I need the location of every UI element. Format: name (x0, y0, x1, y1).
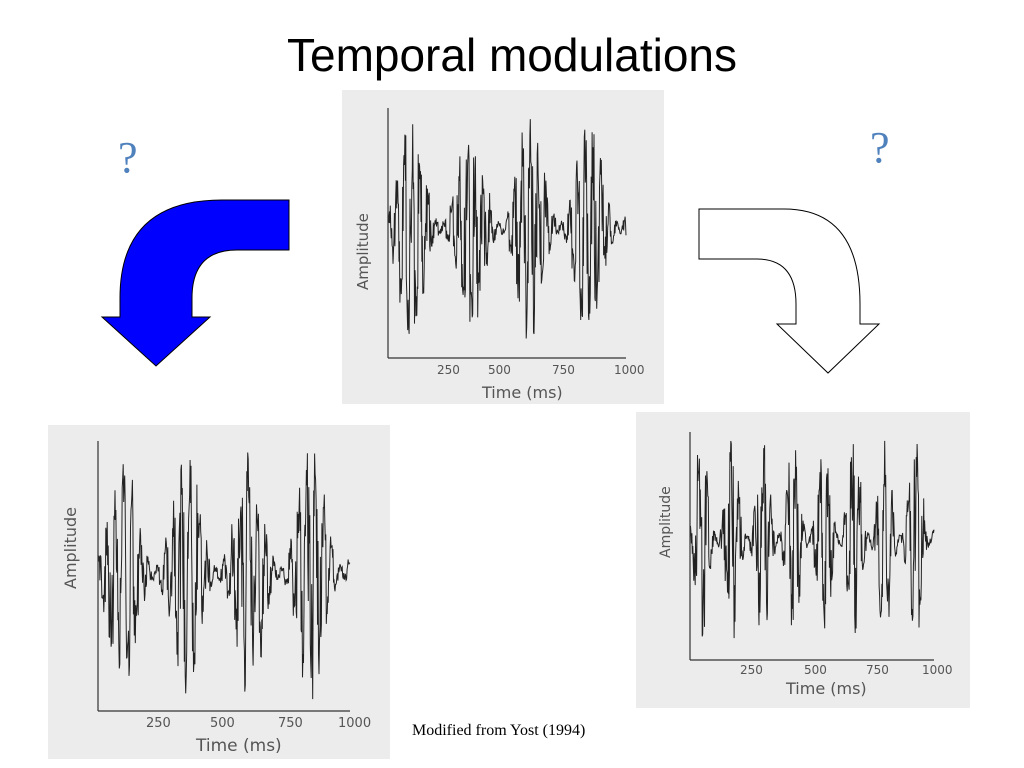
waveform-right (689, 440, 935, 639)
slide-title: Temporal modulations (286, 29, 737, 81)
tick-500-right: 500 (804, 663, 827, 677)
question-mark-right: ? (870, 123, 890, 172)
tick-250-left: 250 (146, 716, 171, 731)
tick-1000-left: 1000 (338, 716, 371, 731)
waveform-panel-center: Amplitude Time (ms) 250 500 750 1000 (342, 90, 664, 404)
x-axis-label-left: Time (ms) (195, 736, 282, 756)
curved-arrow-left-blue-icon (100, 199, 290, 367)
waveform-left (97, 452, 351, 700)
waveform-panel-right: Amplitude Time (ms) 250 500 750 1000 (636, 412, 970, 708)
tick-500-center: 500 (488, 363, 511, 377)
y-axis-label-left: Amplitude (61, 507, 80, 589)
tick-750-right: 750 (866, 663, 889, 677)
waveform-trace (387, 119, 627, 339)
waveform-panel-left: Amplitude Time (ms) 250 500 750 1000 (48, 425, 390, 759)
waveform-center (387, 119, 627, 339)
y-axis-label-right: Amplitude (658, 486, 674, 558)
x-axis-label-center: Time (ms) (481, 383, 563, 402)
tick-1000-right: 1000 (922, 663, 953, 677)
question-mark-left: ? (118, 133, 138, 182)
tick-1000-center: 1000 (614, 363, 645, 377)
source-credit: Modified from Yost (1994) (412, 722, 586, 739)
tick-250-center: 250 (437, 363, 460, 377)
y-axis-label-center: Amplitude (354, 213, 372, 290)
arrow-left-shape (100, 199, 290, 367)
waveform-trace (97, 452, 351, 700)
tick-750-center: 750 (552, 363, 575, 377)
tick-750-left: 750 (278, 716, 303, 731)
arrow-right-shape (698, 208, 881, 374)
x-axis-label-right: Time (ms) (785, 679, 867, 698)
waveform-trace (689, 440, 935, 639)
curved-arrow-right-white-icon (698, 208, 881, 374)
tick-500-left: 500 (210, 716, 235, 731)
tick-250-right: 250 (740, 663, 763, 677)
